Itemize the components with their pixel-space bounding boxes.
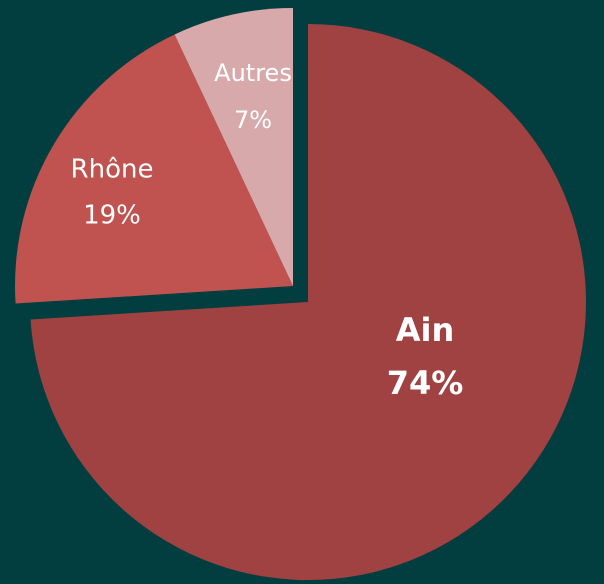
- slice-label: Rhône: [71, 155, 154, 185]
- slice-label: Ain: [396, 311, 455, 349]
- pie-slice: [30, 24, 586, 580]
- slice-value-label: 7%: [234, 106, 272, 134]
- slice-label: Autres: [214, 59, 292, 87]
- slice-value-label: 74%: [387, 364, 464, 402]
- pie-slice: [174, 8, 293, 286]
- slice-value-label: 19%: [83, 201, 141, 231]
- pie-slice: [14, 34, 293, 304]
